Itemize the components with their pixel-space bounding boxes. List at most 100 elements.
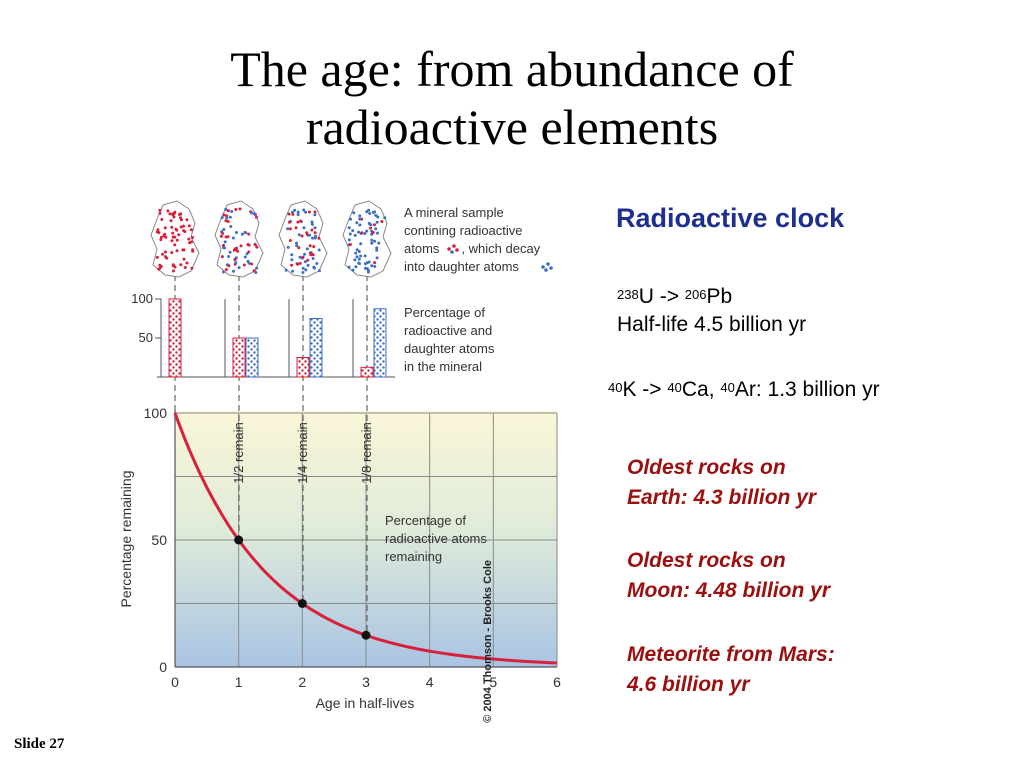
atom-dot (229, 225, 233, 228)
atom-dot (359, 242, 363, 246)
mineral-caption-line: contining radioactive (404, 223, 523, 238)
remain-label-quarter: 1/4 remain (295, 422, 310, 483)
clock-heading: Radioactive clock (616, 203, 845, 233)
atom-dot (190, 240, 193, 244)
atom-dot (232, 248, 236, 252)
atom-dot (224, 235, 228, 239)
slide-title: The age: from abundance of radioactive e… (0, 40, 1024, 156)
atom-dot (303, 252, 307, 256)
u-mass: 238 (617, 287, 639, 302)
atom-dot (161, 252, 165, 256)
atom-dot (170, 225, 174, 229)
atom-dot (355, 248, 359, 252)
atom-dot (231, 236, 235, 240)
atom-dot (253, 243, 257, 247)
atom-dot (247, 250, 251, 254)
atom-dot (311, 257, 315, 260)
atom-dot (157, 231, 161, 235)
atom-dot (179, 225, 183, 229)
atom-dot (375, 248, 379, 252)
atom-dot (224, 268, 228, 272)
atom-dot (171, 212, 175, 216)
atom-dot (243, 255, 247, 259)
bar-tick-50: 50 (139, 330, 153, 345)
atom-dot (369, 226, 372, 230)
atom-dot (363, 232, 367, 235)
atom-dot (172, 269, 175, 273)
atom-dot (220, 255, 224, 259)
atom-dot (371, 211, 375, 214)
slide-number: Slide 27 (14, 736, 65, 752)
atom-dot (290, 263, 294, 267)
atom-dot (293, 208, 297, 212)
x-tick-label: 3 (362, 674, 370, 690)
atom-dot (310, 220, 314, 224)
atom-dot (310, 222, 314, 226)
atom-dot (237, 266, 241, 270)
atom-dot (376, 231, 379, 235)
atom-dot (228, 250, 232, 254)
atom-dot (224, 219, 228, 223)
atom-dot (357, 257, 361, 261)
atom-dot (240, 232, 244, 236)
atom-dot (159, 265, 163, 268)
atom-dot (255, 245, 259, 249)
atom-dot (353, 233, 357, 237)
fact-line: Oldest rocks on (627, 456, 786, 479)
atom-dot (296, 262, 300, 266)
pb-mass: 206 (684, 287, 707, 302)
atom-dot (239, 244, 243, 248)
atom-dot (309, 253, 313, 257)
atom-dot (291, 210, 294, 214)
atom-dot (244, 231, 248, 235)
atom-dot (290, 253, 294, 257)
uranium-half-life: Half-life 4.5 billion yr (617, 313, 807, 336)
atom-dot (287, 212, 291, 216)
mineral-caption-atoms: atoms (404, 241, 440, 256)
atom-dot (369, 223, 373, 227)
atom-dot (360, 231, 364, 235)
mineral-caption: A mineral sample contining radioactive a… (404, 205, 553, 274)
atom-dot (314, 234, 318, 238)
x-tick-label: 6 (553, 674, 561, 690)
atom-dot (246, 259, 250, 263)
atom-dot (169, 219, 173, 223)
copyright-note: © 2004 Thomson - Brooks Cole (482, 560, 494, 723)
atom-dot (305, 231, 309, 235)
atom-dot (164, 235, 168, 239)
half-life-point (234, 535, 244, 545)
atom-dot (304, 210, 308, 214)
k-mass: 40 (608, 380, 623, 395)
fact-line: Meteorite from Mars: (627, 643, 835, 666)
atom-dot (165, 256, 169, 260)
atom-dot (375, 246, 379, 250)
daughter-atoms-icon (541, 262, 553, 272)
atom-dot (365, 229, 369, 233)
atom-dot (352, 211, 356, 215)
atom-dot (170, 251, 174, 255)
u-symbol: U -> (638, 285, 685, 308)
bar-tick-100: 100 (131, 291, 153, 306)
atom-dot (353, 258, 357, 262)
fact-line: Earth: 4.3 billion yr (627, 486, 817, 509)
atom-dot (179, 263, 183, 267)
atom-dot (166, 209, 170, 213)
atom-dot (246, 243, 250, 246)
atom-dot (317, 236, 321, 240)
mineral-outline (214, 200, 264, 278)
mineral-caption-decay: , which decay (461, 241, 540, 256)
atom-dot (371, 231, 375, 234)
x-tick-label: 2 (298, 674, 306, 690)
atom-dot (181, 248, 185, 252)
x-axis-label: Age in half-lives (316, 695, 415, 711)
atom-dot (185, 261, 189, 265)
atom-dot (306, 258, 310, 262)
daughter-bar (309, 318, 323, 378)
fact-earth-rocks: Oldest rocks on Earth: 4.3 billion yr (627, 453, 927, 513)
atom-dot (373, 239, 377, 243)
atom-dot (354, 251, 358, 255)
atom-dot (297, 233, 301, 237)
atom-dot (349, 217, 353, 221)
atom-dot (355, 221, 359, 225)
atom-dot (220, 216, 224, 220)
